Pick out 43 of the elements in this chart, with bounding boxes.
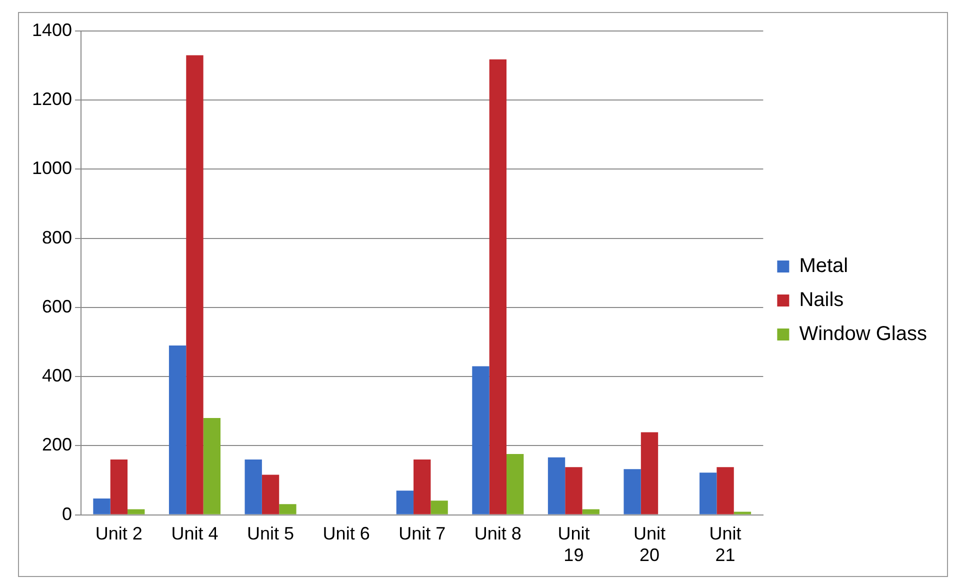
bar [110,460,128,514]
bar [93,498,110,514]
y-tick-label: 1200 [32,89,72,110]
bar [396,490,414,514]
y-tick-label: 200 [42,434,72,455]
y-tick-label: 600 [42,296,72,316]
bar [430,500,448,514]
bar [640,432,658,514]
bar [548,457,566,514]
x-tick-label: Unit 21 [709,524,742,566]
x-tick-label: Unit 20 [633,524,666,566]
y-tick-label: 1000 [32,158,72,178]
x-tick-label: Unit 19 [558,524,590,566]
bar [716,467,734,514]
legend-label: Window Glass [799,323,927,346]
legend-label: Metal [799,255,848,278]
bar [203,418,221,514]
bar [186,55,204,514]
bar [565,467,582,514]
x-tick-label: Unit 2 [95,524,142,544]
y-tick-label: 0 [62,504,72,524]
bar [582,509,600,514]
x-tick-label: Unit 7 [398,524,446,544]
bar [262,474,280,514]
bar [624,469,641,514]
legend-label: Nails [799,289,844,312]
bar [414,460,431,514]
y-tick-label: 1400 [32,20,72,40]
bar [734,512,752,514]
x-tick-label: Unit 4 [171,524,218,544]
x-tick-label: Unit 5 [247,524,294,544]
bar [244,460,262,514]
bar [279,504,296,514]
x-tick-label: Unit 8 [474,524,522,544]
bar [472,366,490,514]
bar [489,59,506,514]
bar [506,454,524,514]
bar [700,472,717,514]
y-tick-label: 400 [42,366,72,386]
bar [128,509,145,514]
bar [168,345,186,514]
x-tick-label: Unit 6 [322,524,370,544]
y-tick-label: 800 [42,227,72,248]
